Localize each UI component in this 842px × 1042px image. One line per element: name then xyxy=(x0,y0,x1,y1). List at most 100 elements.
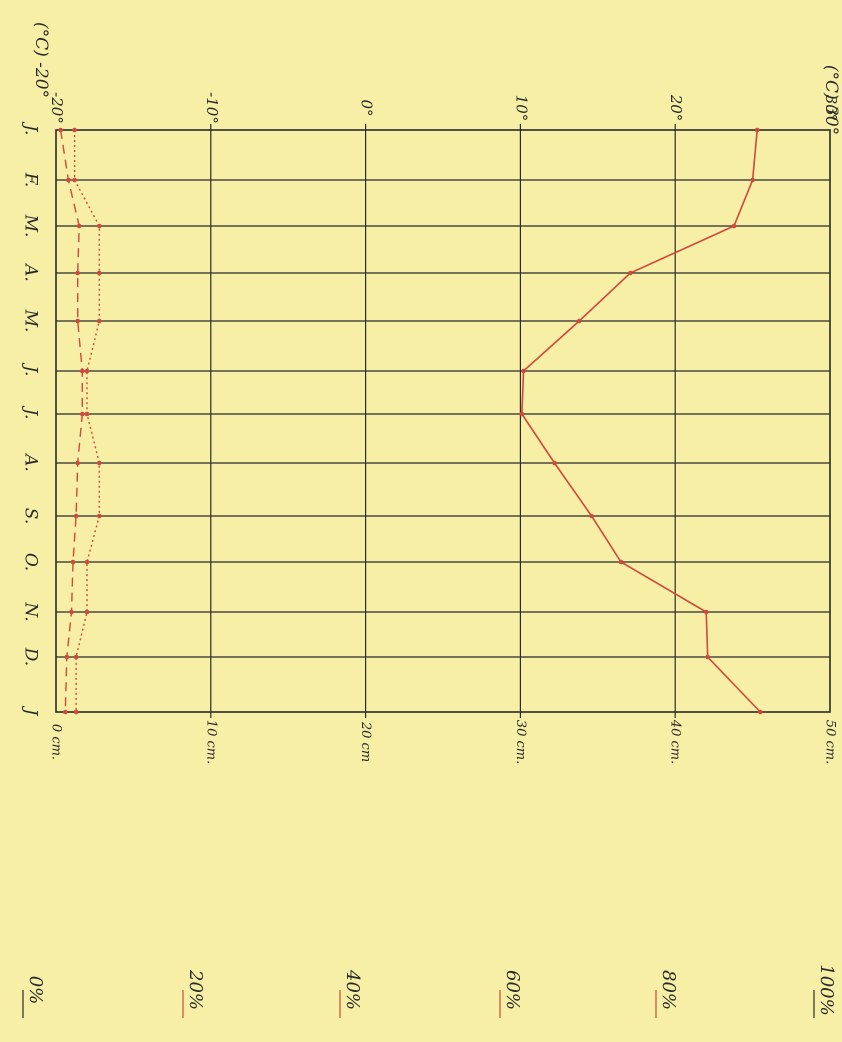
temperature-axis-ticks: -20° -10° 0° 10° 20° 30° xyxy=(48,92,840,124)
precip-tick: 30 cm. xyxy=(513,720,528,764)
temp-tick: -20° xyxy=(48,92,66,124)
temp-tick: 20° xyxy=(667,94,685,122)
humidity-tick: 20% xyxy=(182,969,206,1018)
temp-tick: 10° xyxy=(512,95,530,122)
series-dashed-point xyxy=(58,127,63,133)
series-solid-point xyxy=(758,709,763,715)
series-dashed-point xyxy=(76,223,82,229)
month-label-wrap: A. xyxy=(21,452,41,472)
series-solid-line xyxy=(521,129,761,713)
month-label-wrap: D. xyxy=(21,647,41,666)
humidity-tick: 40% xyxy=(339,969,363,1018)
humidity-tick-label: 100% xyxy=(816,964,837,1015)
month-label: S. xyxy=(21,508,41,524)
humidity-tick: 80% xyxy=(655,970,679,1018)
precip-tick-label: 30 cm. xyxy=(513,720,528,764)
series-dashed-point xyxy=(66,177,71,183)
temp-unit-top-label: (°C) 30° xyxy=(821,65,841,135)
series-solid-point xyxy=(754,127,760,133)
series-solid-point xyxy=(521,368,526,374)
month-label: J. xyxy=(21,122,41,136)
month-labels: J. F. M. A. M. J. J. A. S. O. N. D. J xyxy=(21,122,41,717)
humidity-axis-ticks: 100% 80% 60% 40% 20% 0% xyxy=(22,964,837,1018)
temp-unit-top-wrap: (°C) 30° xyxy=(821,65,841,135)
precip-tick-label: 50 cm. xyxy=(823,720,838,764)
temp-tick-label: -20° xyxy=(48,92,66,124)
chart-series xyxy=(58,127,763,715)
series-dotted-line xyxy=(73,130,101,712)
series-solid-point xyxy=(750,177,755,183)
series-solid-point xyxy=(618,559,624,565)
temp-tick: 0° xyxy=(358,99,376,116)
series-dashed-point xyxy=(75,318,80,324)
series-dashed-point xyxy=(73,513,79,519)
series-dashed-point xyxy=(70,559,76,565)
series-dotted-point xyxy=(84,559,90,565)
month-label-wrap: M. xyxy=(21,214,41,238)
month-label-wrap: J xyxy=(21,706,41,717)
humidity-tick-label: 60% xyxy=(502,970,523,1010)
series-dotted-point xyxy=(84,411,90,417)
temp-tick-label: 10° xyxy=(512,95,530,122)
series-dashed-line xyxy=(59,129,84,713)
precip-tick: 20 cm xyxy=(358,721,373,762)
series-dashed-point xyxy=(69,609,74,615)
series-solid-point xyxy=(576,318,582,324)
series-solid-point xyxy=(552,460,557,466)
temp-tick-label: 20° xyxy=(667,94,685,122)
month-label: N. xyxy=(21,601,41,621)
precip-tick-label: 40 cm. xyxy=(668,719,683,764)
month-label: F. xyxy=(21,172,41,188)
humidity-tick-label: 20% xyxy=(185,969,206,1010)
month-label-wrap: J. xyxy=(21,363,41,377)
series-dotted-point xyxy=(97,460,102,466)
chart-grid xyxy=(55,124,831,718)
month-label-wrap: F. xyxy=(21,172,41,188)
series-dotted-point xyxy=(72,177,77,183)
series-dashed-point xyxy=(80,411,85,417)
humidity-tick: 100% xyxy=(813,964,837,1018)
month-label-wrap: J. xyxy=(21,122,41,136)
temp-tick-label: 0° xyxy=(358,99,376,116)
month-label-wrap: S. xyxy=(21,508,41,524)
month-label: J. xyxy=(21,406,41,420)
temp-tick: -10° xyxy=(203,92,221,124)
humidity-tick: 0% xyxy=(22,976,46,1018)
humidity-tick-label: 80% xyxy=(658,970,679,1010)
temp-unit-bottom-label: (°C) -20° xyxy=(31,22,51,98)
month-label: M. xyxy=(21,214,41,238)
month-label: O. xyxy=(21,553,41,571)
precipitation-axis-ticks: 0 cm. 10 cm. 20 cm 30 cm. 40 cm. 50 cm. xyxy=(49,719,838,764)
month-label: J. xyxy=(21,363,41,377)
series-dotted-point xyxy=(84,609,90,615)
series-dotted-point xyxy=(97,513,102,519)
series-dotted-point xyxy=(73,709,79,715)
month-label: A. xyxy=(21,262,41,282)
precip-tick: 0 cm. xyxy=(49,724,64,760)
series-solid-point xyxy=(589,513,594,519)
humidity-tick-label: 0% xyxy=(25,976,46,1005)
series-dotted-point xyxy=(84,368,90,374)
series-solid-point xyxy=(705,654,710,660)
month-label-wrap: M. xyxy=(21,309,41,333)
plot-frame xyxy=(55,129,831,713)
series-dashed-point xyxy=(80,368,85,374)
precip-tick: 50 cm. xyxy=(823,720,838,764)
precip-tick-label: 0 cm. xyxy=(49,724,64,760)
series-dotted-point xyxy=(97,223,102,229)
precip-tick: 10 cm. xyxy=(203,720,218,764)
series-dotted-point xyxy=(72,127,77,133)
precip-tick-label: 20 cm xyxy=(358,721,373,762)
series-dotted-point xyxy=(97,318,102,324)
series-dashed-point xyxy=(75,270,80,276)
series-solid-point xyxy=(628,270,633,276)
temp-tick: 30° xyxy=(822,95,840,122)
month-label: D. xyxy=(21,647,41,666)
month-label-wrap: A. xyxy=(21,262,41,282)
series-solid-point xyxy=(703,609,709,615)
temp-tick-label: 30° xyxy=(822,95,840,122)
month-label: A. xyxy=(21,452,41,472)
month-label-wrap: N. xyxy=(21,601,41,621)
month-label-wrap: O. xyxy=(21,553,41,571)
